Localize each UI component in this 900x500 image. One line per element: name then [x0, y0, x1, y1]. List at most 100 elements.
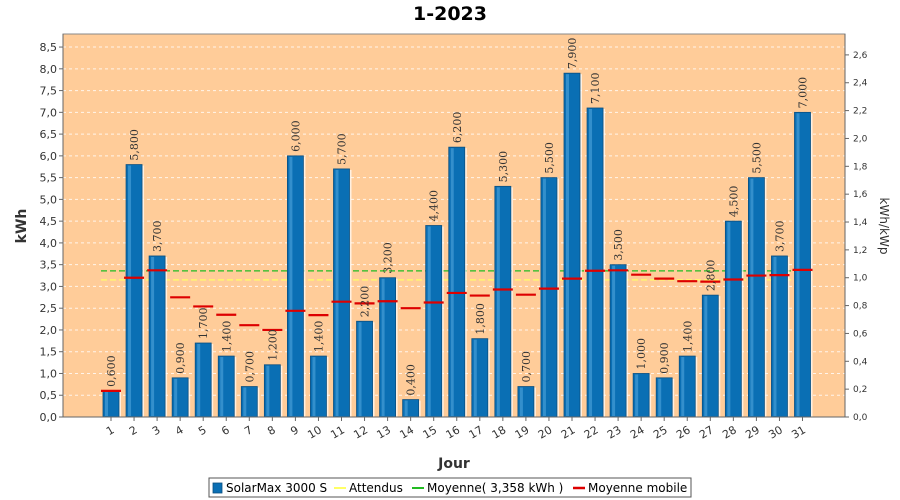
data-label: 1,400: [681, 321, 694, 353]
bar-highlight: [566, 74, 569, 416]
y2-tick-label: 2,6: [853, 51, 868, 61]
bar-highlight: [105, 391, 108, 416]
x-tick-label: 22: [582, 423, 601, 441]
y2-tick-label: 2,4: [853, 79, 868, 89]
y-tick-label: 3,0: [40, 280, 58, 293]
bar-highlight: [335, 169, 339, 416]
legend-label-average: Moyenne( 3,358 kWh ): [427, 481, 563, 495]
data-label: 3,200: [382, 242, 395, 274]
bar-highlight: [612, 265, 616, 416]
bar-highlight: [496, 187, 500, 416]
x-axis-title: Jour: [437, 456, 470, 472]
y-tick-label: 4,5: [40, 215, 58, 228]
bar-highlight: [312, 357, 316, 416]
bar-highlight: [750, 178, 754, 416]
y2-tick-label: 0,4: [853, 357, 868, 367]
y2-tick-label: 1,8: [853, 162, 868, 172]
y-tick-label: 1,5: [40, 346, 58, 359]
data-label: 0,400: [405, 364, 418, 396]
y2-tick-label: 0,2: [853, 385, 867, 395]
data-label: 7,000: [797, 77, 810, 109]
y2-tick-label: 0,0: [853, 413, 868, 423]
x-tick-label: 20: [536, 423, 555, 441]
bar-highlight: [519, 387, 523, 416]
bar-highlight: [727, 222, 731, 416]
legend: SolarMax 3000 S Attendus Moyenne( 3,358 kW…: [208, 477, 692, 498]
x-tick-label: 11: [328, 423, 347, 441]
bar-highlight: [473, 339, 477, 416]
x-tick-label: 27: [697, 423, 716, 441]
data-label: 3,700: [151, 220, 164, 252]
y-axis-left: 0,0 0,5 1,0 1,5 2,0 2,5 3,0 3,5 4,0 4,5 5,0 5,5 6,0 6…: [40, 34, 64, 424]
x-tick-label: 29: [743, 423, 762, 441]
x-tick-label: 18: [490, 423, 509, 441]
y2-tick-label: 1,2: [853, 246, 867, 256]
x-tick-label: 17: [467, 423, 486, 441]
x-tick-label: 21: [559, 423, 578, 441]
bar-highlight: [542, 178, 546, 416]
bar-highlight: [128, 165, 132, 416]
bar-highlight: [635, 374, 639, 416]
x-tick-label: 10: [305, 423, 324, 441]
y-tick-label: 2,5: [40, 302, 58, 315]
bar-highlight: [773, 256, 777, 416]
x-tick-label: 25: [651, 423, 670, 441]
bar-highlight: [243, 387, 247, 416]
y-tick-label: 6,5: [40, 128, 58, 141]
y-tick-label: 8,5: [40, 41, 58, 54]
x-tick-label: 14: [398, 423, 417, 441]
y-tick-label: 8,0: [40, 63, 58, 76]
bar-highlight: [796, 113, 800, 416]
data-label: 7,900: [566, 38, 579, 70]
x-tick-label: 30: [766, 423, 785, 441]
y2-tick-label: 1,4: [853, 218, 868, 228]
data-label: 1,400: [312, 321, 325, 353]
data-label: 5,500: [543, 142, 556, 174]
bar-highlight: [427, 226, 431, 416]
x-tick-label: 26: [674, 423, 693, 441]
bar-highlight: [197, 344, 201, 416]
data-label: 1,800: [474, 303, 487, 335]
legend-label-solarmax: SolarMax 3000 S: [226, 481, 327, 495]
data-label: 5,800: [128, 129, 141, 161]
legend-swatch-solarmax: [212, 482, 223, 494]
y-tick-label: 3,5: [40, 259, 58, 272]
bar-highlight: [358, 322, 362, 416]
y-tick-label: 0,5: [40, 389, 58, 402]
y2-axis-title: kWh/kWp: [877, 198, 891, 255]
bar-highlight: [658, 378, 662, 416]
data-label: 3,500: [612, 229, 625, 261]
x-tick-label: 23: [605, 423, 624, 441]
bar-highlight: [220, 357, 224, 416]
y-axis-right: 0,0 0,2 0,4 0,6 0,8 1,0 1,2 1,4 1,6 1,8 2,0 2,2 2,4 2…: [844, 34, 868, 423]
data-label: 3,700: [773, 220, 786, 252]
legend-box: [208, 477, 692, 498]
y-tick-label: 0,0: [40, 411, 58, 424]
y-tick-label: 4,0: [40, 237, 58, 250]
x-tick-label: 12: [351, 423, 370, 441]
y2-tick-label: 1,6: [853, 190, 868, 200]
data-label: 1,000: [635, 338, 648, 370]
y2-tick-label: 2,0: [853, 134, 868, 144]
data-label: 0,700: [520, 351, 533, 383]
bar-highlight: [681, 357, 685, 416]
data-labels: 0,600 5,800 3,700 0,900 1,700 1,400 0,700 1,200…: [105, 38, 810, 396]
bar-highlight: [450, 148, 454, 416]
data-label: 0,900: [658, 342, 671, 374]
y2-tick-label: 2,2: [853, 107, 867, 117]
data-label: 5,300: [497, 151, 510, 183]
x-tick-label: 24: [628, 423, 647, 441]
y-tick-label: 5,5: [40, 172, 58, 185]
y2-tick-label: 1,0: [853, 274, 868, 284]
data-label: 0,600: [105, 355, 118, 387]
bar-highlight: [404, 400, 408, 416]
bar-highlight: [704, 296, 708, 416]
data-label: 0,700: [243, 351, 256, 383]
data-label: 5,700: [336, 133, 349, 165]
y-tick-label: 2,0: [40, 324, 58, 337]
data-label: 6,000: [289, 120, 302, 152]
y-tick-label: 1,0: [40, 367, 58, 380]
data-label: 1,200: [266, 329, 279, 361]
data-label: 2,200: [359, 286, 372, 318]
